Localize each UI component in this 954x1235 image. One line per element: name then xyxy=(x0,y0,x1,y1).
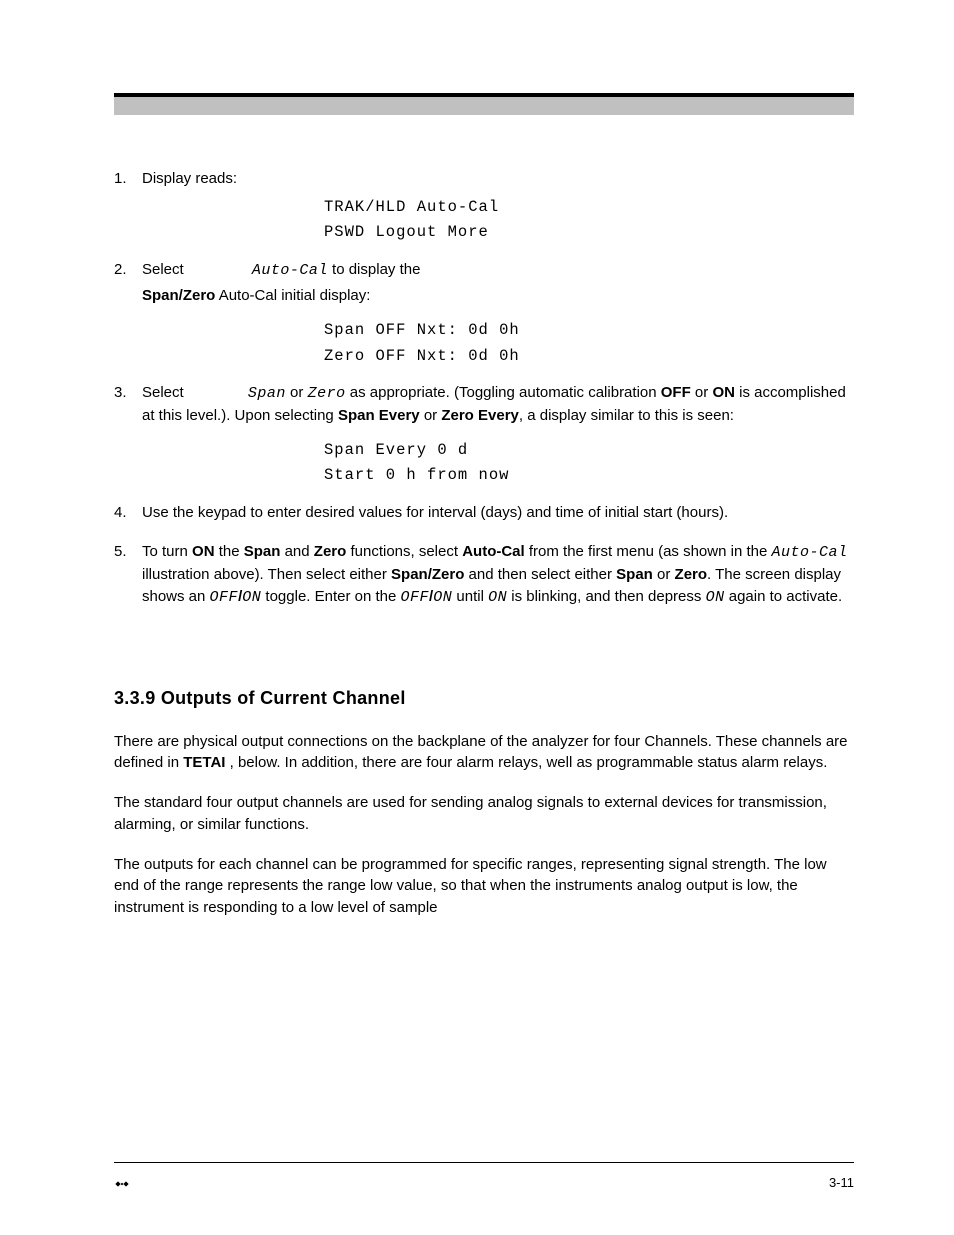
term-auto-cal-mono: Auto-Cal xyxy=(771,544,847,561)
display-line: Start 0 h from now xyxy=(324,464,854,486)
text: , a display similar to this is seen: xyxy=(519,407,734,424)
paragraph: The standard four output channels are us… xyxy=(114,792,854,836)
term-span: Span xyxy=(616,566,653,583)
section-heading: 3.3.9 Outputs of Current Channel xyxy=(114,685,854,711)
text: the xyxy=(215,543,244,560)
term-zero-every: Zero Every xyxy=(441,407,519,424)
step-text-line2: Span/Zero Auto-Cal initial display: xyxy=(142,285,854,307)
term-zero: Zero xyxy=(675,566,708,583)
display-readout: Span Every 0 d Start 0 h from now xyxy=(324,439,854,487)
text: , below. In addition, there are four ala… xyxy=(230,754,828,771)
text: To turn xyxy=(142,543,192,560)
display-readout: Span OFF Nxt: 0d 0h Zero OFF Nxt: 0d 0h xyxy=(324,319,854,367)
step-text: Use the keypad to enter desired values f… xyxy=(142,502,854,524)
step-text: To turn ON the Span and Zero functions, … xyxy=(142,541,854,608)
term-span-zero: Span/Zero xyxy=(142,287,215,304)
term-span: Span xyxy=(244,543,281,560)
display-line: TRAK/HLD Auto-Cal xyxy=(324,196,854,218)
footer-left xyxy=(114,1174,136,1193)
term-span-every: Span Every xyxy=(338,407,420,424)
term-on: ON xyxy=(433,589,452,606)
text: as appropriate. (Toggling automatic cali… xyxy=(346,384,661,401)
step-number: 5. xyxy=(114,541,142,614)
step-1: 1. Display reads: TRAK/HLD Auto-Cal PSWD… xyxy=(114,168,854,247)
term-span-zero: Span/Zero xyxy=(391,566,464,583)
step-text: Display reads: xyxy=(142,168,854,190)
paragraph: The outputs for each channel can be prog… xyxy=(114,854,854,919)
header-bar xyxy=(114,93,854,115)
text: functions, select xyxy=(346,543,462,560)
step-number: 4. xyxy=(114,502,142,530)
term-span: Span xyxy=(248,385,286,402)
text: There are physical output connections on… xyxy=(114,733,644,750)
term-on: ON xyxy=(242,589,261,606)
text: or xyxy=(420,407,442,424)
term-off: OFF xyxy=(210,589,239,606)
text: Select xyxy=(142,384,188,401)
term-on-mono: ON xyxy=(488,589,507,606)
term-auto-cal: Auto-Cal xyxy=(252,262,328,279)
paragraph: There are physical output connections on… xyxy=(114,731,854,775)
section-outputs: 3.3.9 Outputs of Current Channel There a… xyxy=(114,685,854,919)
term-on: ON xyxy=(192,543,215,560)
display-readout: TRAK/HLD Auto-Cal PSWD Logout More xyxy=(324,196,854,244)
logo-icon xyxy=(114,1175,136,1190)
term-autocal: Auto-Cal xyxy=(462,543,525,560)
step-text: Select Span or Zero as appropriate. (Tog… xyxy=(142,382,854,427)
tetai-ref: TETAI xyxy=(183,754,225,771)
term-zero: Zero xyxy=(314,543,347,560)
text: or xyxy=(691,384,713,401)
text: or xyxy=(653,566,675,583)
step-3: 3. Select Span or Zero as appropriate. (… xyxy=(114,382,854,489)
text: is blinking, and then depress xyxy=(507,588,705,605)
step-number: 1. xyxy=(114,168,142,247)
display-line: PSWD Logout More xyxy=(324,221,854,243)
term-off: OFF xyxy=(401,589,430,606)
display-line: Span Every 0 d xyxy=(324,439,854,461)
step-5: 5. To turn ON the Span and Zero function… xyxy=(114,541,854,614)
step-text: Select Auto-Cal to display the xyxy=(142,259,854,282)
page-footer: 3-11 xyxy=(114,1174,854,1193)
term-zero: Zero xyxy=(308,385,346,402)
text: to display the xyxy=(328,261,421,278)
step-4: 4. Use the keypad to enter desired value… xyxy=(114,502,854,530)
text: until xyxy=(452,588,488,605)
term-off: OFF xyxy=(661,384,691,401)
text: Auto-Cal initial display: xyxy=(215,287,370,304)
text: from the first menu (as shown in the xyxy=(525,543,772,560)
footer-page-number: 3-11 xyxy=(829,1174,854,1193)
text: again to activate. xyxy=(725,588,843,605)
term-on: ON xyxy=(712,384,735,401)
footer-rule xyxy=(114,1162,854,1163)
display-line: Zero OFF Nxt: 0d 0h xyxy=(324,345,854,367)
text: Select xyxy=(142,261,188,278)
step-number: 2. xyxy=(114,259,142,370)
display-line: Span OFF Nxt: 0d 0h xyxy=(324,319,854,341)
text: toggle. Enter on the xyxy=(261,588,400,605)
page-content: 1. Display reads: TRAK/HLD Auto-Cal PSWD… xyxy=(114,168,854,925)
step-number: 3. xyxy=(114,382,142,489)
text: illustration above). Then select either xyxy=(142,566,391,583)
step-2: 2. Select Auto-Cal to display the Span/Z… xyxy=(114,259,854,370)
term-on-mono: ON xyxy=(706,589,725,606)
text: and then select either xyxy=(464,566,616,583)
text: or xyxy=(286,384,308,401)
text: and xyxy=(280,543,313,560)
